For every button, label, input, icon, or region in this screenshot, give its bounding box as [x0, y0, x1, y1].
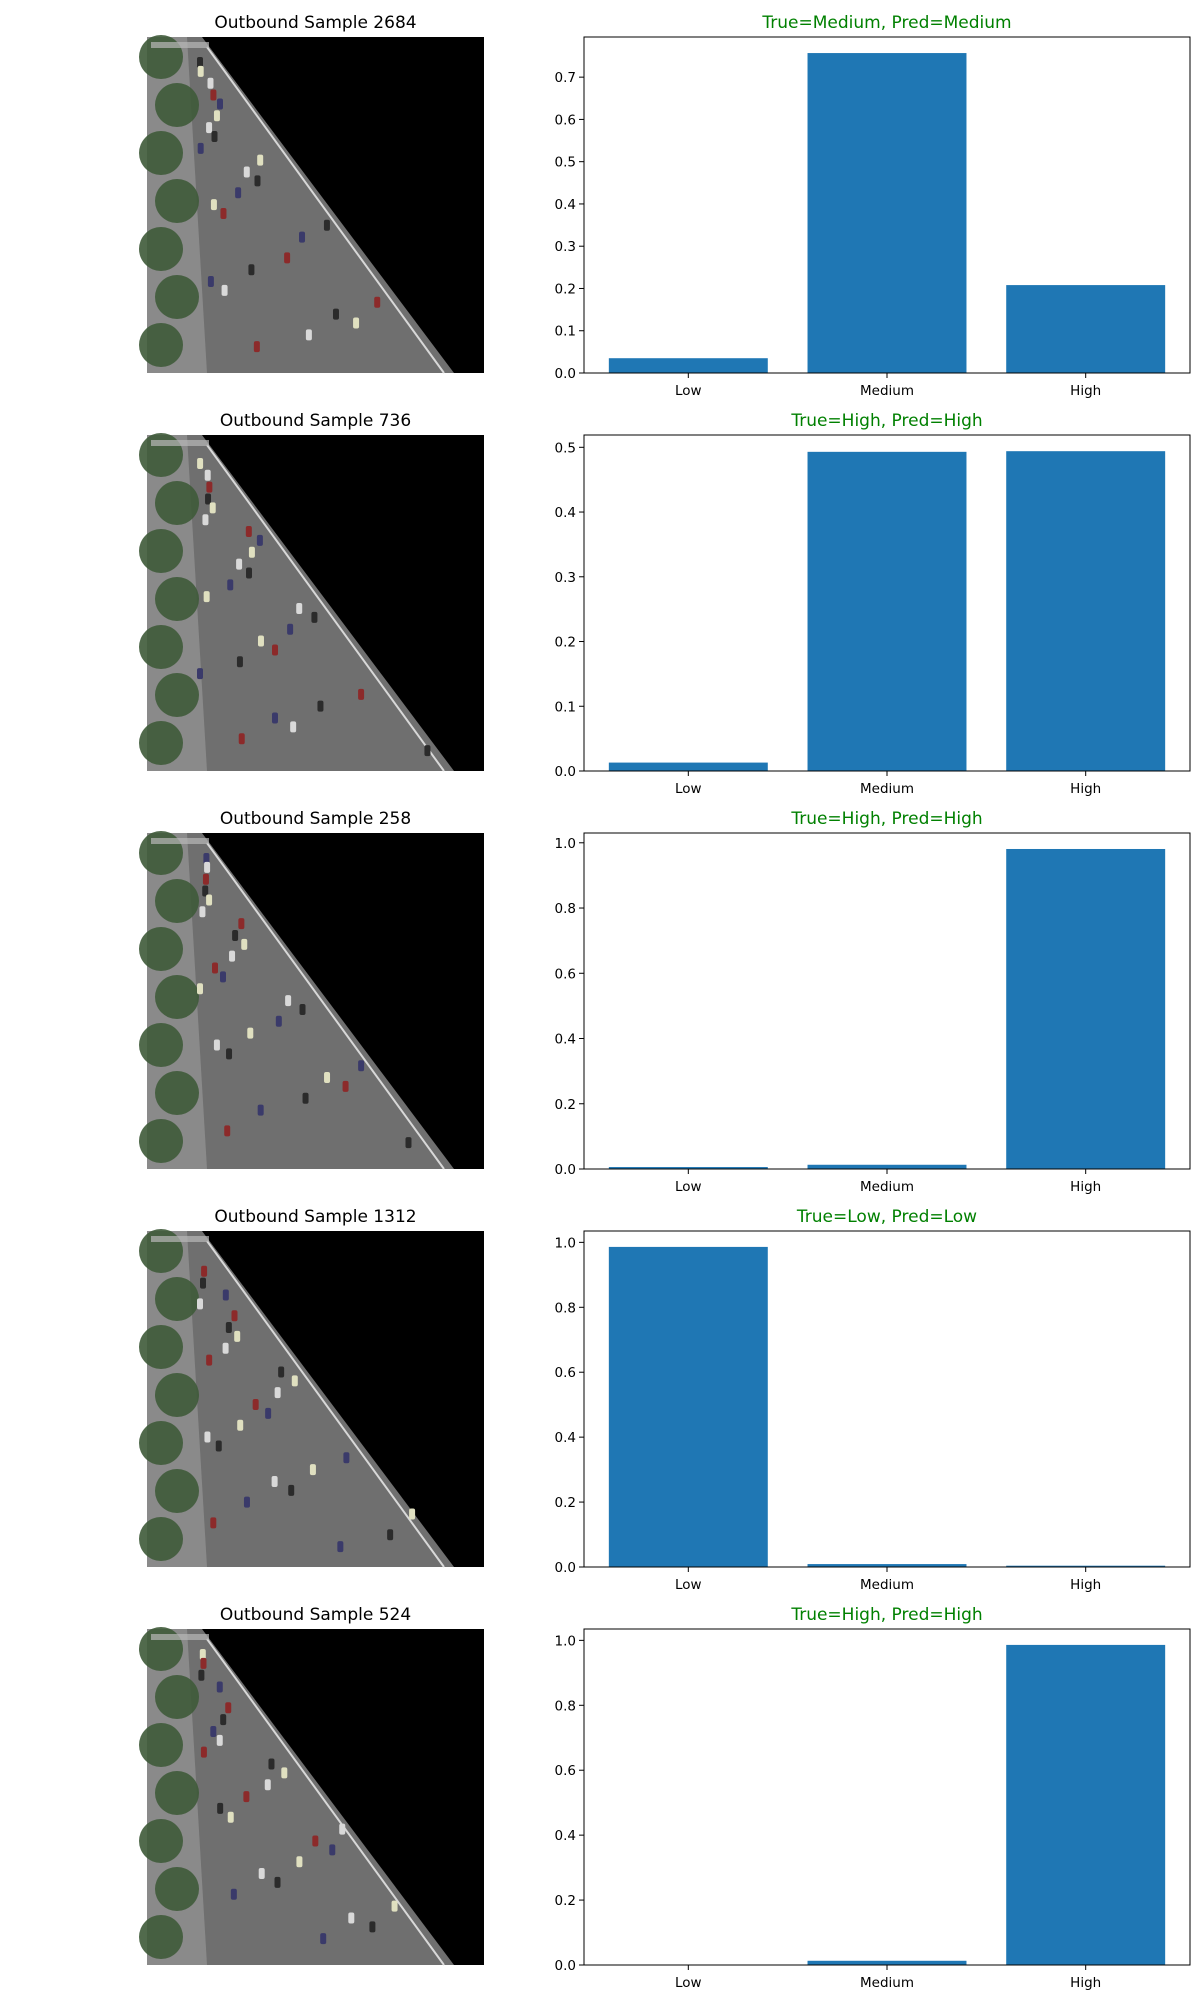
y-tick-label: 0.2 [555, 635, 576, 651]
bar [1006, 451, 1166, 771]
y-tick-label: 0.6 [555, 1365, 576, 1381]
y-tick-label: 0.7 [555, 70, 576, 86]
x-tick-label: Low [675, 1179, 702, 1195]
x-tick-label: High [1070, 1179, 1101, 1195]
bar [608, 762, 768, 771]
x-tick-label: Low [675, 383, 702, 399]
sample-row: Outbound Sample 524 True=High, Pred=High L… [139, 1605, 1191, 1991]
y-tick-label: 0.2 [555, 1097, 576, 1113]
y-tick-label: 0.2 [555, 1495, 576, 1511]
y-tick-label: 0.4 [555, 1430, 576, 1446]
bar [1006, 285, 1166, 373]
y-tick-label: 0.1 [555, 324, 576, 340]
chart-title: True=High, Pred=High [790, 411, 982, 431]
x-tick-label: High [1070, 1577, 1101, 1593]
x-tick-label: High [1070, 1975, 1101, 1991]
bar [1006, 1644, 1166, 1965]
bar [608, 1246, 768, 1567]
y-tick-label: 0.0 [555, 1560, 576, 1576]
y-tick-label: 0.6 [555, 1763, 576, 1779]
bar-chart: Low Medium High 0.0 0.2 0.4 0.6 0.8 1.0 [555, 1628, 1191, 1991]
y-tick-label: 0.8 [555, 1300, 576, 1316]
y-tick-label: 0.8 [555, 1698, 576, 1714]
axes-frame [583, 36, 1191, 374]
y-tick-label: 0.6 [555, 112, 576, 128]
x-tick-label: Medium [860, 1179, 914, 1195]
y-tick-label: 0.3 [555, 570, 576, 586]
bar [608, 358, 768, 373]
image-title: Outbound Sample 2684 [214, 13, 416, 33]
x-tick-label: Low [675, 781, 702, 797]
traffic-camera-image [139, 35, 484, 374]
sample-row: Outbound Sample 2684 True=Medium, Pred=Me… [139, 13, 1191, 399]
traffic-camera-image [139, 1627, 484, 1966]
sample-row: Outbound Sample 1312 True=Low, Pred=Low Lo… [139, 1207, 1191, 1593]
x-tick-label: Medium [860, 1975, 914, 1991]
y-tick-label: 0.5 [555, 440, 576, 456]
x-tick-label: Medium [860, 383, 914, 399]
bar-chart: Low Medium High 0.0 0.1 0.2 0.3 0.4 0.5 0.6 0.7 [555, 36, 1191, 399]
image-title: Outbound Sample 258 [220, 809, 411, 829]
bar [1006, 848, 1166, 1169]
y-tick-label: 0.2 [555, 1893, 576, 1909]
y-tick-label: 0.5 [555, 155, 576, 171]
y-tick-label: 1.0 [555, 836, 576, 852]
axes-frame [583, 1628, 1191, 1966]
bar [807, 451, 967, 771]
x-tick-label: Medium [860, 1577, 914, 1593]
x-tick-label: High [1070, 781, 1101, 797]
y-tick-label: 0.6 [555, 966, 576, 982]
image-title: Outbound Sample 736 [220, 411, 411, 431]
x-tick-label: Low [675, 1577, 702, 1593]
y-tick-label: 0.0 [555, 1958, 576, 1974]
y-tick-label: 0.4 [555, 197, 576, 213]
y-tick-label: 0.2 [555, 281, 576, 297]
bar [807, 1564, 967, 1567]
x-tick-label: Medium [860, 781, 914, 797]
image-title: Outbound Sample 1312 [214, 1207, 416, 1227]
bar [807, 1960, 967, 1965]
axes-frame [583, 832, 1191, 1170]
traffic-camera-image [139, 433, 484, 772]
y-tick-label: 0.4 [555, 505, 576, 521]
traffic-camera-image [139, 831, 484, 1170]
y-tick-label: 0.0 [555, 1162, 576, 1178]
chart-title: True=High, Pred=High [790, 1605, 982, 1625]
bar [807, 53, 967, 374]
axes-frame [583, 1230, 1191, 1568]
y-tick-label: 0.0 [555, 366, 576, 382]
bar [1006, 1565, 1166, 1567]
y-tick-label: 0.3 [555, 239, 576, 255]
x-tick-label: High [1070, 383, 1101, 399]
x-tick-label: Low [675, 1975, 702, 1991]
y-tick-label: 0.4 [555, 1032, 576, 1048]
y-tick-label: 0.8 [555, 901, 576, 917]
traffic-camera-image [139, 1229, 484, 1568]
y-tick-label: 1.0 [555, 1235, 576, 1251]
y-tick-label: 1.0 [555, 1633, 576, 1649]
sample-row: Outbound Sample 736 True=High, Pred=High L… [139, 411, 1191, 797]
bar-chart: Low Medium High 0.0 0.2 0.4 0.6 0.8 1.0 [555, 832, 1191, 1195]
chart-title: True=High, Pred=High [790, 809, 982, 829]
chart-title: True=Low, Pred=Low [796, 1207, 977, 1227]
y-tick-label: 0.1 [555, 699, 576, 715]
y-tick-label: 0.0 [555, 764, 576, 780]
bar [608, 1167, 768, 1169]
bar-chart: Low Medium High 0.0 0.1 0.2 0.3 0.4 0.5 [555, 434, 1191, 797]
bar [807, 1164, 967, 1169]
chart-title: True=Medium, Pred=Medium [761, 13, 1011, 33]
y-tick-label: 0.4 [555, 1828, 576, 1844]
bar-chart: Low Medium High 0.0 0.2 0.4 0.6 0.8 1.0 [555, 1230, 1191, 1593]
axes-frame [583, 434, 1191, 772]
sample-row: Outbound Sample 258 True=High, Pred=High L… [139, 809, 1191, 1195]
image-title: Outbound Sample 524 [220, 1605, 411, 1625]
